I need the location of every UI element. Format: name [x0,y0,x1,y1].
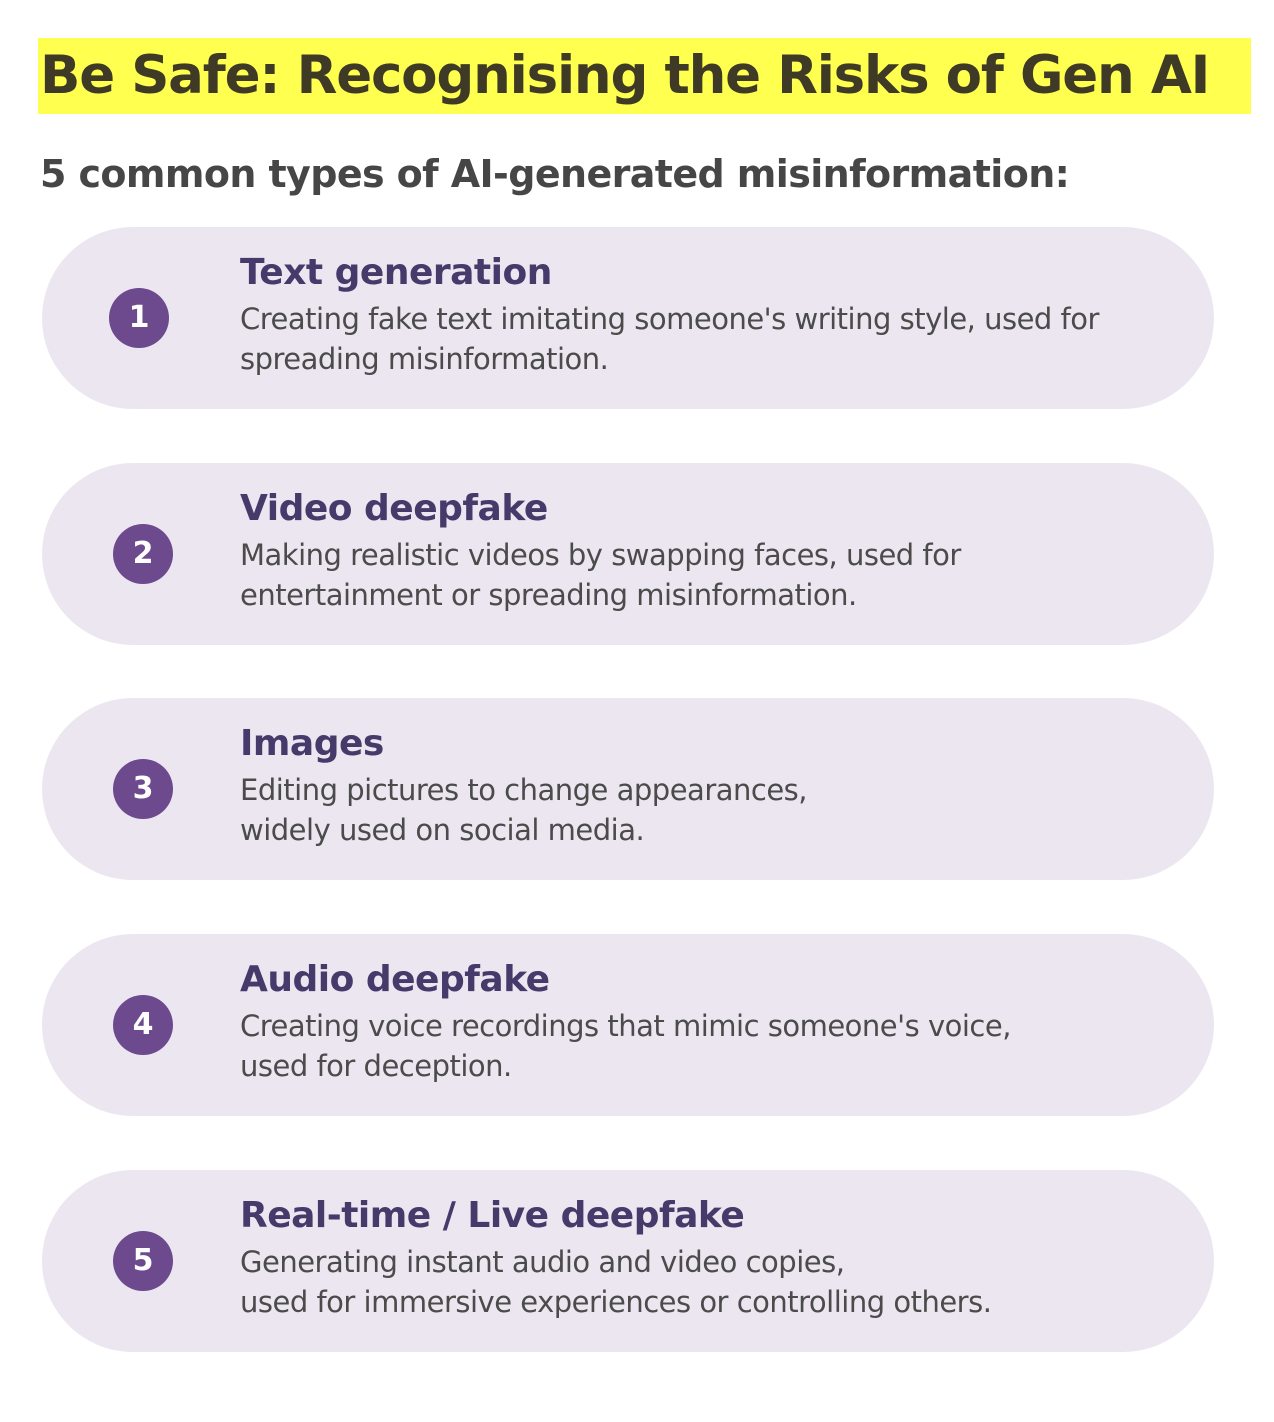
number-badge: 4 [113,995,173,1055]
list-item-video-deepfake: 2 Video deepfake Making realistic videos… [42,463,1214,645]
list-item-live-deepfake: 5 Real-time / Live deepfake Generating i… [42,1170,1214,1352]
item-description: Creating fake text imitating someone's w… [240,302,1099,376]
number-badge: 3 [113,759,173,819]
number-badge: 5 [113,1231,173,1291]
item-title: Video deepfake [240,488,548,529]
page-subtitle: 5 common types of AI-generated misinform… [40,152,1070,196]
number-badge: 1 [109,288,169,348]
page-title: Be Safe: Recognising the Risks of Gen AI [40,45,1210,106]
item-description: Making realistic videos by swapping face… [240,538,961,612]
list-item-text-generation: 1 Text generation Creating fake text imi… [42,227,1214,409]
item-title: Audio deepfake [240,959,550,1000]
item-title: Images [240,723,384,764]
item-description: Creating voice recordings that mimic som… [240,1009,1011,1083]
item-title: Real-time / Live deepfake [240,1195,745,1236]
list-item-images: 3 Images Editing pictures to change appe… [42,698,1214,880]
list-item-audio-deepfake: 4 Audio deepfake Creating voice recordin… [42,934,1214,1116]
item-description: Editing pictures to change appearances, … [240,773,808,847]
item-title: Text generation [240,252,552,293]
title-highlight: Be Safe: Recognising the Risks of Gen AI [38,38,1251,114]
number-badge: 2 [113,524,173,584]
item-description: Generating instant audio and video copie… [240,1245,992,1319]
